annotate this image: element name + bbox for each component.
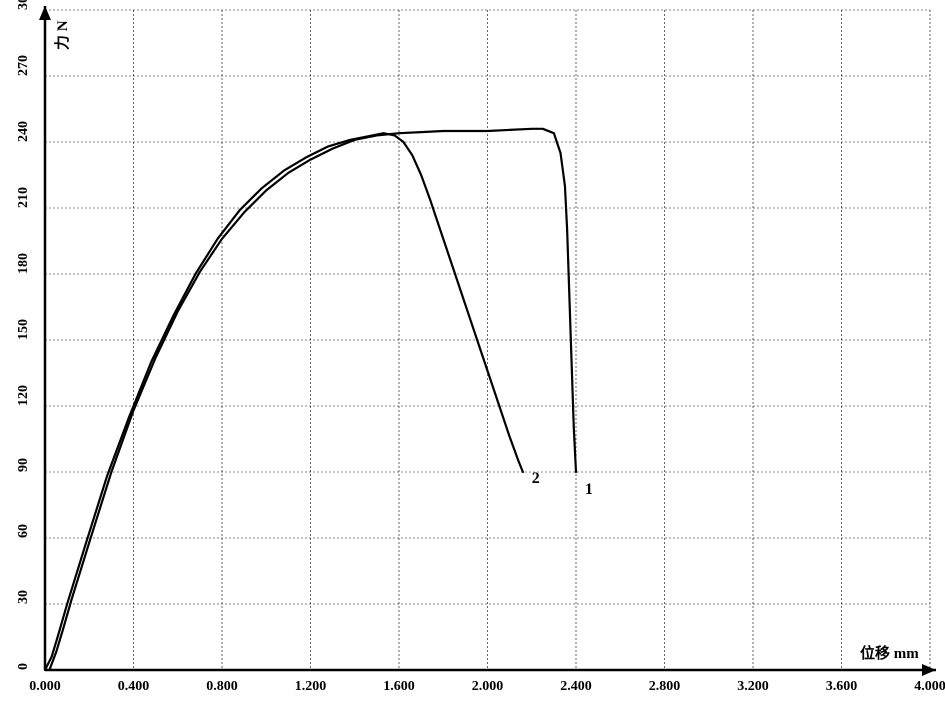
x-tick-label: 4.000: [914, 679, 945, 694]
y-tick-label: 270: [16, 55, 31, 76]
y-tick-label: 60: [16, 524, 31, 538]
y-tick-label: 240: [16, 121, 31, 142]
force-displacement-chart: 0.000 0.400 0.800 1.200 1.600 2.000 2.400 2.800…: [0, 0, 945, 709]
y-tick-label: 0: [16, 663, 31, 670]
x-axis-label: 位移 mm: [860, 644, 919, 662]
chart-background: [0, 0, 945, 709]
chart-container: 0.000 0.400 0.800 1.200 1.600 2.000 2.400 2.800…: [0, 0, 945, 709]
x-tick-label: 2.400: [560, 679, 592, 694]
y-axis-label: 力 N: [53, 20, 71, 50]
x-tick-label: 2.000: [472, 679, 504, 694]
series-label-2: 2: [532, 470, 540, 487]
y-tick-label: 30: [16, 590, 31, 604]
x-tick-label: 1.600: [383, 679, 415, 694]
y-tick-label: 90: [16, 458, 31, 472]
x-tick-label: 0.800: [206, 679, 238, 694]
x-tick-label: 3.200: [737, 679, 769, 694]
x-tick-label: 2.800: [649, 679, 681, 694]
y-tick-label: 210: [16, 187, 31, 208]
x-tick-label: 0.400: [118, 679, 150, 694]
x-tick-label: 0.000: [29, 679, 61, 694]
y-tick-label: 300: [16, 0, 31, 10]
x-tick-label: 1.200: [295, 679, 327, 694]
series-label-1: 1: [585, 481, 593, 498]
y-tick-label: 120: [16, 385, 31, 406]
y-tick-label: 180: [16, 253, 31, 274]
x-tick-label: 3.600: [826, 679, 858, 694]
y-tick-label: 150: [16, 319, 31, 340]
